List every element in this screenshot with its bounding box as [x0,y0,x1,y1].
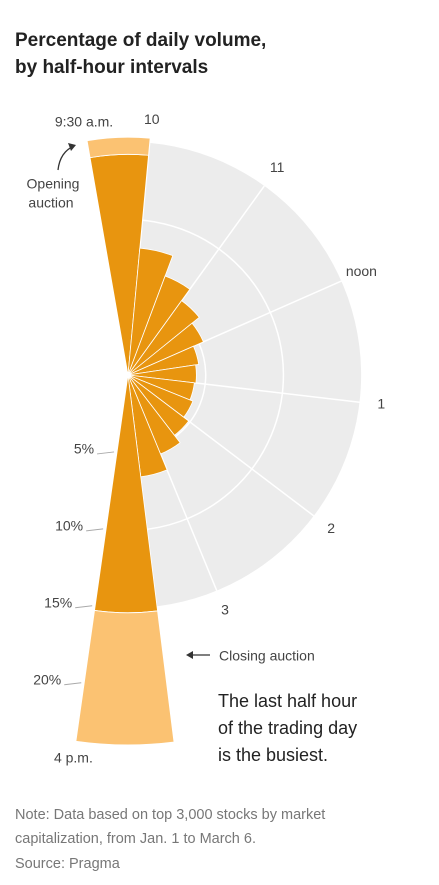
annotation: Closing auction [219,648,315,664]
callout: of the trading day [218,718,357,738]
note: capitalization, from Jan. 1 to March 6. [15,831,256,847]
source: Source: Pragma [15,856,121,872]
auction-bar [86,136,151,159]
annotation: auction [28,195,73,211]
arrow-head [68,143,76,151]
tick-mark [75,605,93,609]
bar [127,364,197,384]
callout: is the busiest. [218,745,328,765]
bar [127,345,200,376]
arrow-head [186,651,193,659]
x-tick-label: 9:30 a.m. [55,114,113,130]
x-tick-label: 2 [327,520,335,536]
x-tick-label: 10 [144,111,160,127]
x-tick-label: 3 [221,602,229,618]
bar [127,322,204,376]
chart-title: Percentage of daily volume, [15,30,266,51]
tick-mark [86,528,104,532]
x-tick-label: 1 [377,395,385,411]
bar [127,275,191,376]
y-tick-label: 15% [44,595,72,611]
x-tick-label: 4 p.m. [54,750,93,766]
callout: The last half hour [218,691,357,711]
bar [127,247,174,376]
plot: 9:30 a.m. 10 11 noon 1 2 3 4 p.m. 5% 10% 15% 20% [33,111,385,766]
tick-mark [97,451,115,455]
x-tick-label: 11 [270,159,285,175]
y-tick-label: 10% [55,518,83,534]
tick-mark [64,682,82,686]
annotation: Opening [27,176,80,192]
auction-bar [75,609,175,746]
y-tick-label: 5% [74,441,94,457]
x-tick-label: noon [346,263,377,279]
chart-title: by half-hour intervals [15,57,208,78]
y-tick-label: 20% [33,671,61,687]
bar [127,300,200,376]
note: Note: Data based on top 3,000 stocks by … [15,807,325,823]
